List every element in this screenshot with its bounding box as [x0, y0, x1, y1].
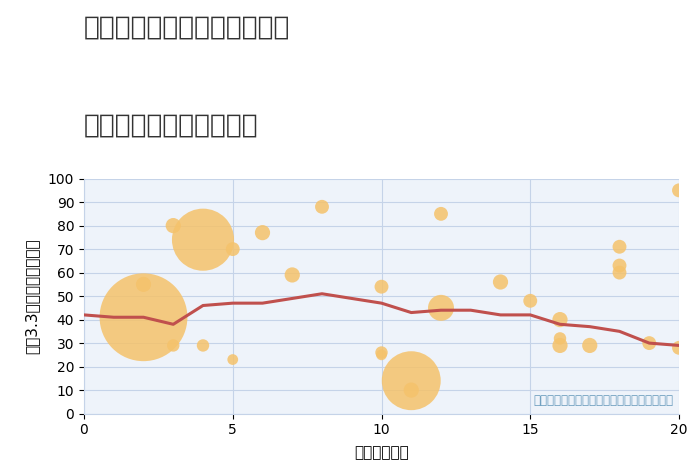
Point — [614, 262, 625, 269]
Text: 兵庫県たつの市御津町中島の: 兵庫県たつの市御津町中島の — [84, 14, 290, 40]
Point — [435, 304, 447, 312]
Point — [614, 269, 625, 276]
Point — [257, 229, 268, 236]
Point — [168, 342, 179, 349]
Point — [614, 243, 625, 251]
Point — [168, 222, 179, 229]
Point — [376, 283, 387, 290]
Point — [525, 297, 536, 305]
X-axis label: 駅距離（分）: 駅距離（分） — [354, 446, 409, 461]
Point — [435, 210, 447, 218]
Point — [406, 386, 417, 394]
Point — [554, 342, 566, 349]
Point — [406, 377, 417, 384]
Point — [138, 281, 149, 288]
Point — [554, 335, 566, 342]
Point — [376, 349, 387, 356]
Point — [673, 187, 685, 194]
Point — [376, 351, 387, 359]
Point — [316, 203, 328, 211]
Text: 駅距離別中古戸建て価格: 駅距離別中古戸建て価格 — [84, 113, 258, 139]
Point — [138, 313, 149, 321]
Point — [644, 339, 655, 347]
Point — [554, 316, 566, 323]
Text: 円の大きさは、取引のあった物件面積を示す: 円の大きさは、取引のあった物件面積を示す — [533, 393, 673, 407]
Point — [197, 236, 209, 243]
Point — [227, 356, 238, 363]
Point — [287, 271, 298, 279]
Point — [584, 342, 595, 349]
Y-axis label: 坪（3.3㎡）単価（万円）: 坪（3.3㎡）単価（万円） — [25, 238, 40, 354]
Point — [673, 344, 685, 352]
Point — [495, 278, 506, 286]
Point — [197, 342, 209, 349]
Point — [227, 245, 238, 253]
